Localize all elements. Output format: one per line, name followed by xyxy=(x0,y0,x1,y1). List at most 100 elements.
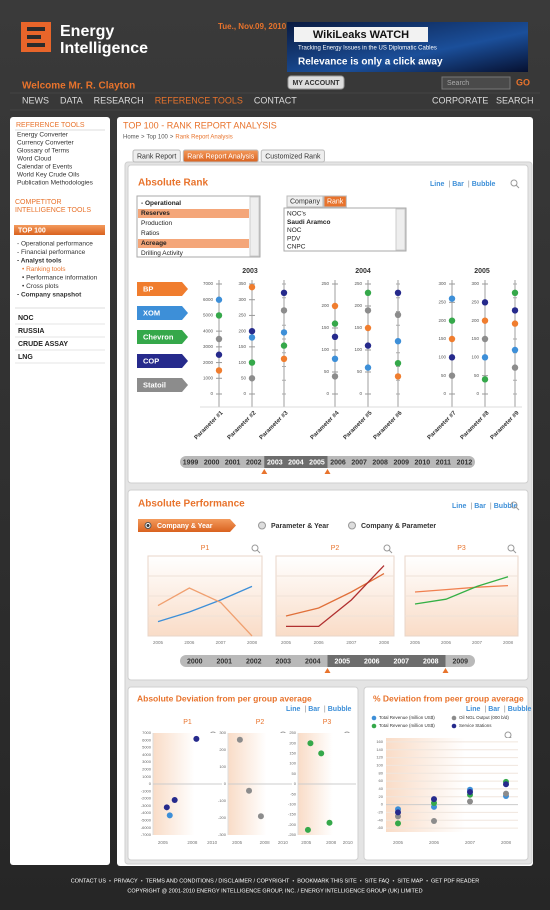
footer-link[interactable]: TERMS AND CONDITIONS / DISCLAIMER / COPY… xyxy=(146,878,290,884)
search-input[interactable] xyxy=(441,76,511,90)
slider-year[interactable]: 2001 xyxy=(216,658,232,665)
sidebar-link[interactable]: Publication Methodologies xyxy=(17,180,94,187)
sidebar-section[interactable]: NOC xyxy=(18,315,34,322)
sidebar-link[interactable]: Word Cloud xyxy=(17,156,52,163)
rank-dot[interactable] xyxy=(448,317,456,324)
nav-link[interactable]: SEARCH xyxy=(496,95,534,105)
slider-year[interactable]: 2010 xyxy=(415,459,431,466)
company-option[interactable]: Saudi Aramco xyxy=(287,219,330,226)
sidebar-link[interactable]: - Analyst tools xyxy=(17,258,62,265)
company-option[interactable]: CNPC xyxy=(287,244,306,251)
sidebar-link[interactable]: Glossary of Terms xyxy=(17,148,70,155)
scatter-dot[interactable] xyxy=(431,796,437,803)
scatter-dot[interactable] xyxy=(166,812,173,819)
rank-dot[interactable] xyxy=(215,351,223,358)
scatter-dot[interactable] xyxy=(171,797,178,804)
rank-dot[interactable] xyxy=(481,335,489,343)
slider-year[interactable]: 2008 xyxy=(423,658,439,665)
rank-dot[interactable] xyxy=(394,289,402,296)
slider-year[interactable]: 2009 xyxy=(452,658,468,665)
company-button[interactable] xyxy=(137,282,188,296)
tab[interactable] xyxy=(132,149,181,163)
rank-dot[interactable] xyxy=(511,307,519,314)
tab[interactable] xyxy=(182,149,259,163)
rank-dot[interactable] xyxy=(331,320,339,327)
scatter-dot[interactable] xyxy=(326,819,333,826)
slider-year[interactable]: 2003 xyxy=(275,658,291,665)
rank-dot[interactable] xyxy=(448,295,456,302)
slider-year[interactable]: 2012 xyxy=(457,459,473,466)
tab[interactable] xyxy=(260,149,325,163)
rank-dot[interactable] xyxy=(364,324,372,332)
nav-link[interactable]: DATA xyxy=(60,95,83,105)
rank-dot[interactable] xyxy=(511,346,519,354)
slider-year[interactable]: 2009 xyxy=(393,459,409,466)
rank-dot[interactable] xyxy=(215,296,223,303)
slider-year[interactable]: 2002 xyxy=(246,658,262,665)
company-list[interactable] xyxy=(283,207,407,252)
slider-year[interactable]: 2006 xyxy=(364,658,380,665)
slider-year[interactable]: 2003 xyxy=(267,459,283,466)
rank-dot[interactable] xyxy=(331,355,339,362)
slider-handle[interactable] xyxy=(261,469,268,474)
sidebar-link[interactable]: World Key Crude Oils xyxy=(17,172,80,179)
breadcrumb[interactable]: Home xyxy=(123,135,140,141)
view-option[interactable]: Line xyxy=(286,706,300,713)
sidebar-link[interactable]: • Performance information xyxy=(22,275,98,282)
slider-year[interactable]: 2005 xyxy=(309,459,325,466)
rank-dot[interactable] xyxy=(448,335,456,343)
slider-year[interactable]: 2004 xyxy=(305,658,321,665)
metric-option[interactable]: - Operational xyxy=(141,200,181,207)
metric-option[interactable]: Drilling Activity xyxy=(141,250,184,257)
rank-dot[interactable] xyxy=(481,299,489,306)
rank-dot[interactable] xyxy=(248,375,256,382)
toggle[interactable] xyxy=(286,195,324,208)
slider-year[interactable]: 2005 xyxy=(334,658,350,665)
metric-option[interactable]: Ratios xyxy=(141,230,160,237)
view-option[interactable]: Bar xyxy=(308,706,320,713)
rank-dot[interactable] xyxy=(364,342,372,349)
rank-dot[interactable] xyxy=(280,342,288,349)
slider-handle[interactable] xyxy=(324,668,331,673)
scatter-dot[interactable] xyxy=(395,809,401,816)
rank-dot[interactable] xyxy=(394,338,402,345)
scatter-dot[interactable] xyxy=(257,813,264,820)
sidebar-link[interactable]: - Operational performance xyxy=(17,241,93,248)
rank-dot[interactable] xyxy=(248,334,256,341)
zoom-icon[interactable] xyxy=(251,544,259,552)
option-button[interactable] xyxy=(138,519,236,532)
slider-year[interactable]: 2004 xyxy=(288,459,304,466)
view-option[interactable]: Bubble xyxy=(494,503,518,510)
sidebar-link[interactable]: • Ranking tools xyxy=(22,266,66,273)
footer-link[interactable]: SITE FAQ xyxy=(365,878,390,884)
slider-handle[interactable] xyxy=(442,668,449,673)
slider-year[interactable]: 2007 xyxy=(393,658,409,665)
rank-dot[interactable] xyxy=(280,329,288,336)
rank-dot[interactable] xyxy=(331,333,339,340)
sidebar-link[interactable]: Calendar of Events xyxy=(17,164,73,171)
top100-bar[interactable] xyxy=(14,225,105,235)
slider-year[interactable]: 1999 xyxy=(183,459,199,466)
scatter-dot[interactable] xyxy=(395,820,401,827)
scatter-dot[interactable] xyxy=(431,818,437,825)
scatter-dot[interactable] xyxy=(318,750,325,757)
view-option[interactable]: Bar xyxy=(474,503,486,510)
rank-dot[interactable] xyxy=(331,302,339,310)
scatter-dot[interactable] xyxy=(467,789,473,796)
view-option[interactable]: Bubble xyxy=(472,181,496,188)
nav-link[interactable]: NEWS xyxy=(22,95,49,105)
company-option[interactable]: NOC's xyxy=(287,211,307,218)
sidebar-section[interactable]: LNG xyxy=(18,354,33,361)
radio[interactable] xyxy=(258,521,266,530)
slider-year[interactable]: 2011 xyxy=(436,459,451,466)
footer-link[interactable]: BOOKMARK THIS SITE xyxy=(297,878,357,884)
rank-dot[interactable] xyxy=(364,307,372,314)
scatter-dot[interactable] xyxy=(503,790,509,797)
slider-year[interactable]: 2001 xyxy=(225,459,241,466)
view-option[interactable]: Bubble xyxy=(508,706,532,713)
radio[interactable] xyxy=(348,521,356,530)
zoom-icon[interactable] xyxy=(507,544,515,552)
scatter-dot[interactable] xyxy=(236,736,243,743)
scatter-dot[interactable] xyxy=(503,781,509,788)
company-button[interactable] xyxy=(137,354,188,368)
